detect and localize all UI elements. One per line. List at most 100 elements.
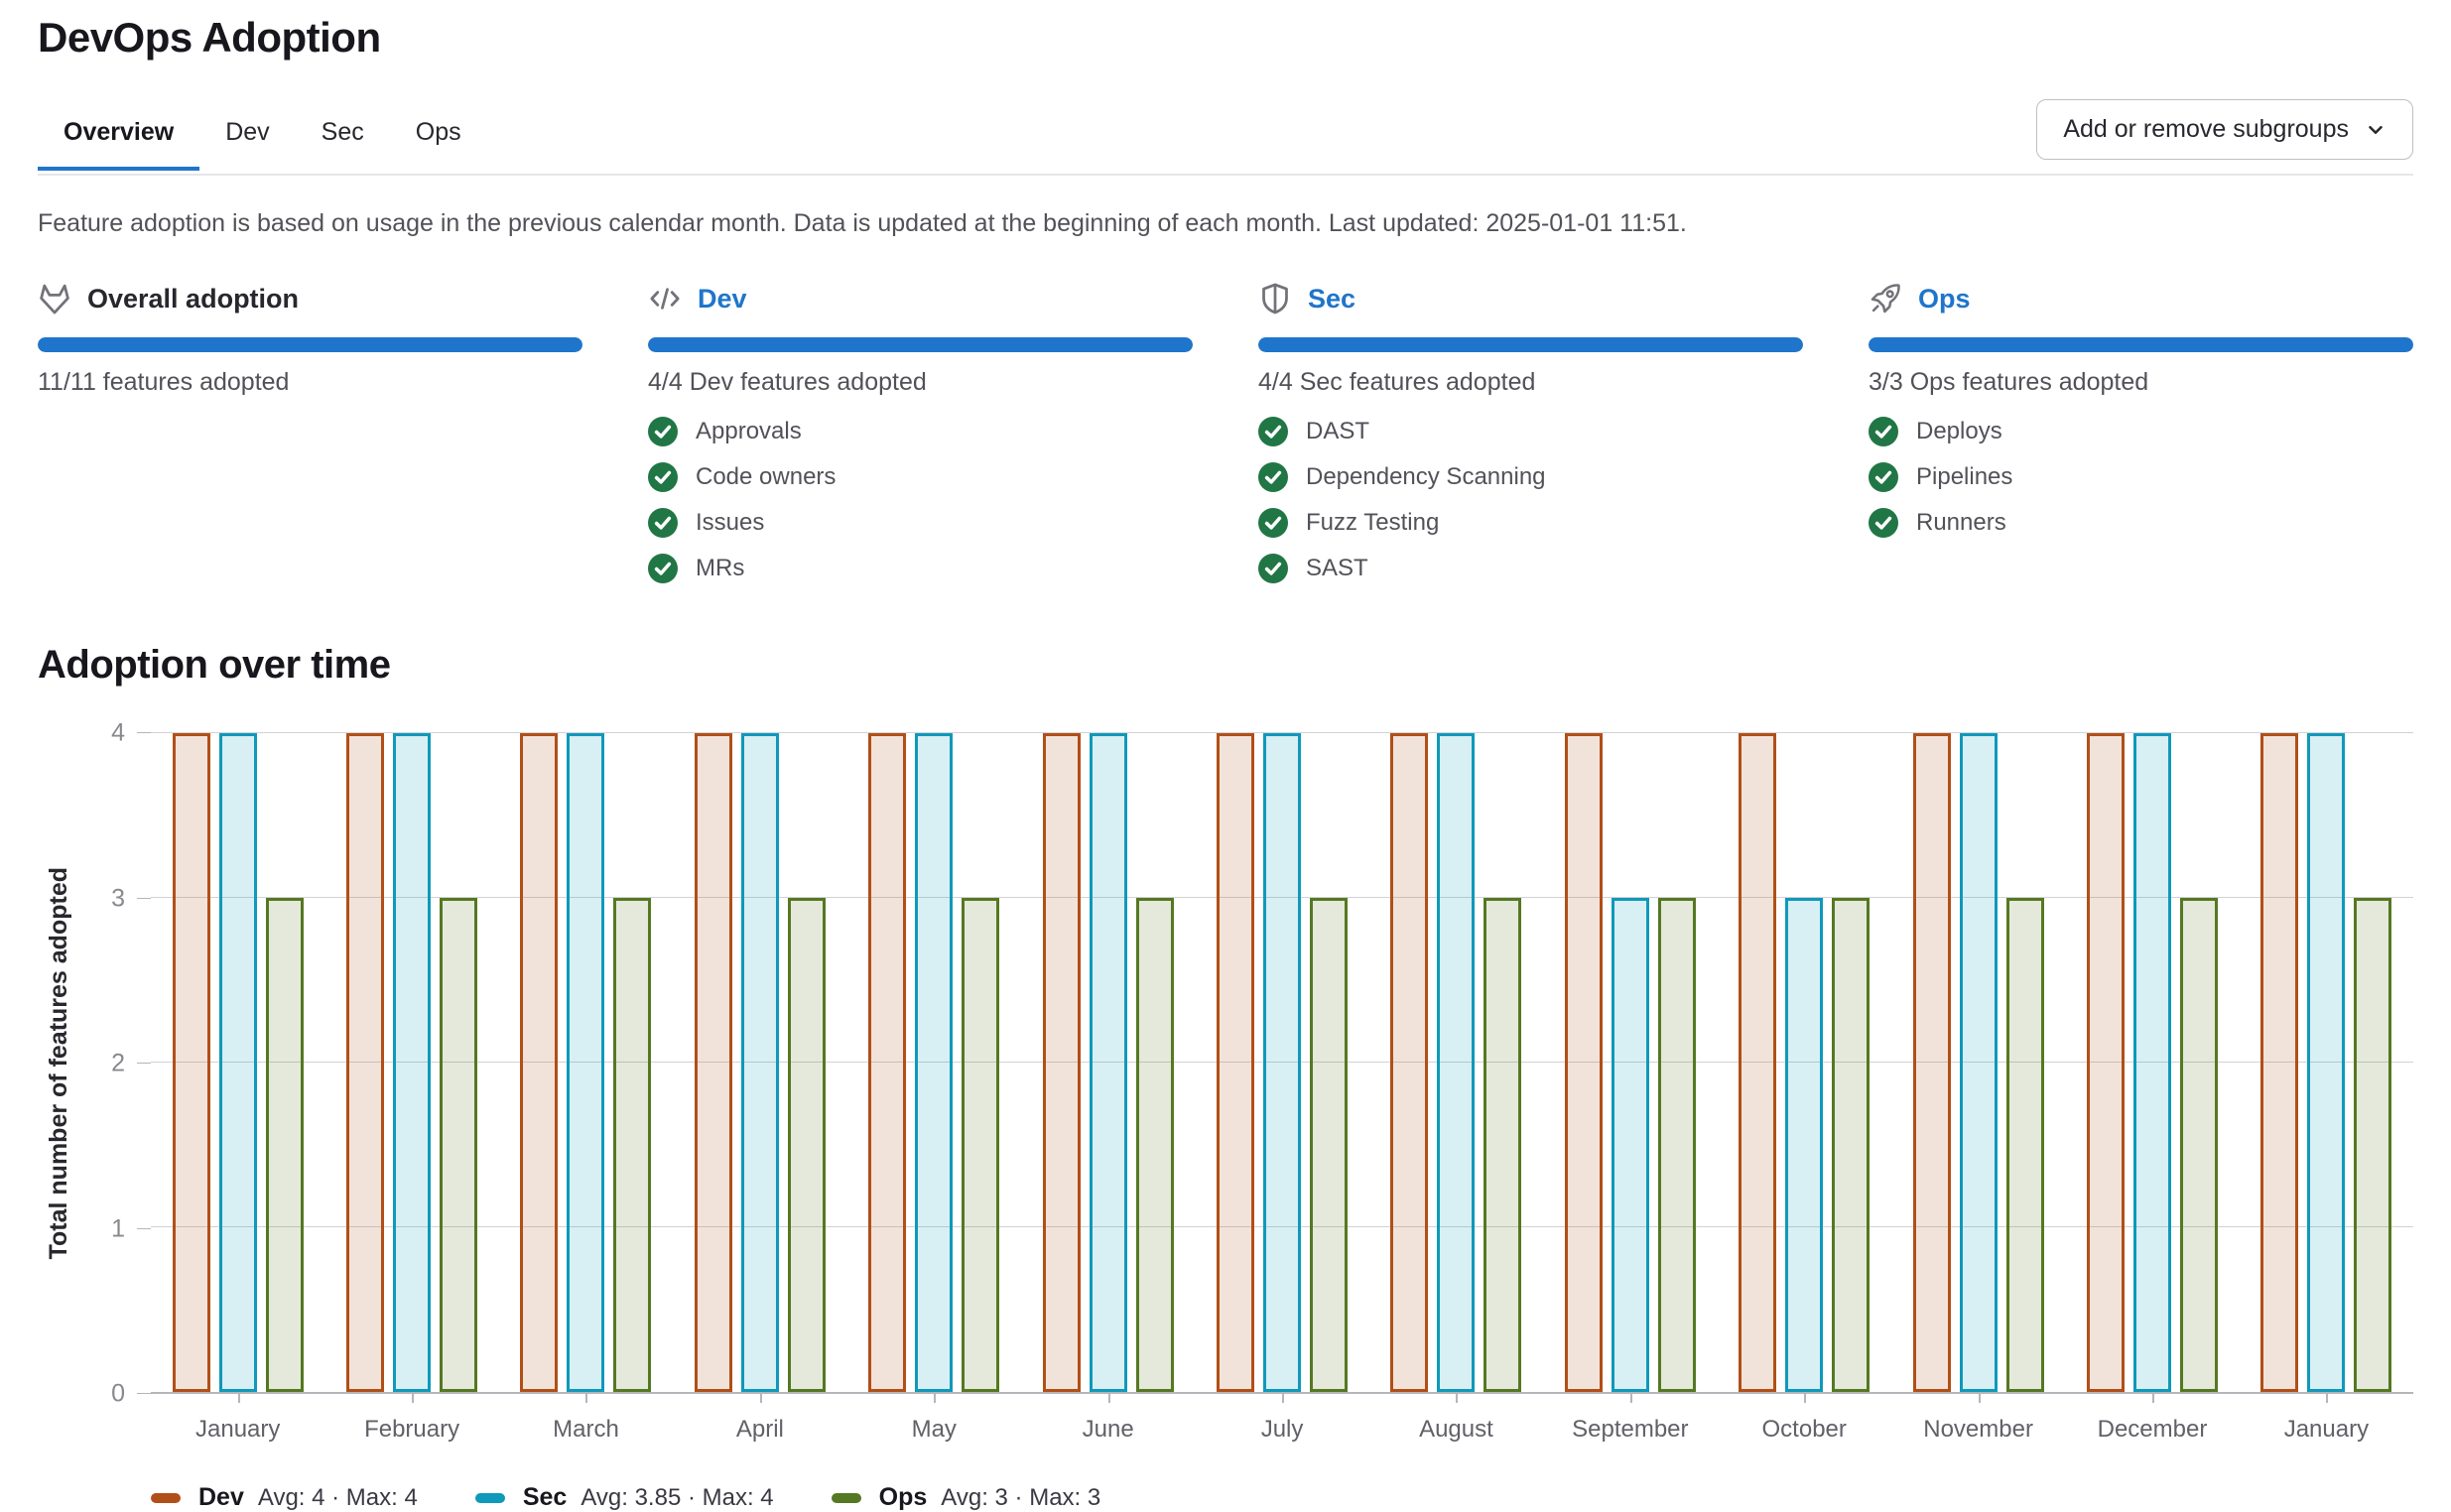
progress-bar-ops [1869, 337, 2413, 352]
y-tick-mark [137, 732, 151, 733]
gridline [151, 1062, 2413, 1063]
bar-sec-0 [218, 733, 257, 1392]
bar-group-september-8 [1543, 733, 1717, 1392]
y-axis-ticks: 0 1 2 3 4 [79, 719, 151, 1408]
month-label: March [553, 1416, 619, 1443]
y-tick-mark [137, 1393, 151, 1394]
x-tick-mark [934, 1394, 937, 1403]
card-title-dev-link[interactable]: Dev [698, 283, 747, 314]
card-title-ops-link[interactable]: Ops [1918, 283, 1971, 314]
x-tick-mark [412, 1394, 415, 1403]
feature-label: Dependency Scanning [1306, 463, 1546, 490]
bar-dev-4 [868, 733, 907, 1392]
card-summary-sec: 4/4 Sec features adopted [1258, 368, 1536, 396]
y-tick-label: 1 [111, 1214, 125, 1242]
bar-sec-4 [915, 733, 954, 1392]
x-axis-label-2: March [499, 1394, 673, 1444]
bar-sec-2 [567, 733, 605, 1392]
tab-overview[interactable]: Overview [38, 104, 200, 171]
tanuki-icon [38, 282, 71, 315]
bar-sec-12 [2307, 733, 2346, 1392]
bar-sec-10 [1959, 733, 1998, 1392]
feature-label: Issues [696, 509, 765, 536]
bar-ops-10 [2005, 898, 2044, 1392]
bar-group-december-11 [2065, 733, 2239, 1392]
tab-sec[interactable]: Sec [321, 118, 364, 146]
last-updated-description: Feature adoption is based on usage in th… [38, 209, 1687, 237]
x-axis-label-8: September [1543, 1394, 1717, 1444]
y-tick-label: 3 [111, 884, 125, 912]
y-tick-label: 0 [111, 1379, 125, 1408]
bar-group-june-5 [1021, 733, 1195, 1392]
y-axis-label: Total number of features adopted [44, 867, 72, 1260]
bar-sec-9 [1785, 898, 1824, 1392]
bar-dev-11 [2086, 733, 2125, 1392]
bar-group-august-7 [1369, 733, 1543, 1392]
feature-label: SAST [1306, 555, 1368, 581]
bar-ops-2 [613, 898, 652, 1392]
bar-dev-12 [2260, 733, 2299, 1392]
bar-sec-6 [1263, 733, 1302, 1392]
y-tick-mark [137, 897, 151, 899]
check-circle-icon [1869, 462, 1898, 492]
x-axis-label-7: August [1369, 1394, 1543, 1444]
month-label: February [364, 1416, 460, 1443]
progress-bar-overall [38, 337, 582, 352]
bar-group-october-9 [1718, 733, 1891, 1392]
bar-ops-5 [1135, 898, 1174, 1392]
card-summary-overall: 11/11 features adopted [38, 368, 290, 396]
add-remove-subgroups-button[interactable]: Add or remove subgroups [2036, 99, 2413, 160]
bar-group-march-2 [499, 733, 673, 1392]
bar-ops-8 [1657, 898, 1696, 1392]
month-label: April [735, 1416, 784, 1443]
bar-group-july-6 [1195, 733, 1368, 1392]
adoption-cards: Overall adoption 11/11 features adopted … [38, 282, 2413, 591]
code-icon [648, 282, 682, 315]
bar-ops-11 [2179, 898, 2218, 1392]
card-overall-adoption: Overall adoption 11/11 features adopted [38, 282, 582, 591]
gridline [151, 897, 2413, 898]
card-title-sec-link[interactable]: Sec [1308, 283, 1356, 314]
x-axis-label-3: April [673, 1394, 846, 1444]
x-tick-mark [1107, 1394, 1110, 1403]
y-tick-label: 4 [111, 718, 125, 747]
chart-section-title: Adoption over time [38, 643, 391, 687]
chart-plot [151, 732, 2413, 1394]
feature-item: Fuzz Testing [1258, 500, 1803, 546]
x-axis-label-0: January [151, 1394, 324, 1444]
feature-item: Dependency Scanning [1258, 454, 1803, 500]
adoption-over-time-chart: Total number of features adopted 0 1 2 3 4 J… [38, 719, 2413, 1512]
x-axis-label-10: November [1891, 1394, 2065, 1444]
bar-group-november-10 [1891, 733, 2065, 1392]
month-label: January [195, 1416, 281, 1443]
x-tick-mark [1282, 1394, 1285, 1403]
x-axis-label-5: June [1021, 1394, 1195, 1444]
x-tick-mark [2326, 1394, 2329, 1403]
feature-label: Pipelines [1916, 463, 2013, 490]
bar-ops-6 [1310, 898, 1349, 1392]
tab-dev[interactable]: Dev [225, 118, 270, 146]
check-circle-icon [1258, 417, 1288, 446]
y-tick-mark [137, 1227, 151, 1229]
feature-item: Issues [648, 500, 1193, 546]
shield-icon [1258, 282, 1292, 315]
feature-label: DAST [1306, 418, 1370, 444]
feature-list-sec: DAST Dependency Scanning Fuzz Testing SAST [1258, 409, 1803, 591]
card-ops: Ops 3/3 Ops features adopted Deploys Pipe… [1869, 282, 2413, 591]
feature-item: Code owners [648, 454, 1193, 500]
x-tick-mark [759, 1394, 762, 1403]
bar-dev-10 [1912, 733, 1951, 1392]
feature-label: Runners [1916, 509, 2006, 536]
feature-item: Approvals [648, 409, 1193, 454]
feature-item: Runners [1869, 500, 2413, 546]
x-tick-mark [1978, 1394, 1981, 1403]
x-axis-label-4: May [847, 1394, 1021, 1444]
bar-sec-3 [740, 733, 779, 1392]
rocket-icon [1869, 282, 1902, 315]
progress-bar-sec [1258, 337, 1803, 352]
feature-label: MRs [696, 555, 745, 581]
page-title: DevOps Adoption [38, 14, 381, 61]
tab-ops[interactable]: Ops [415, 118, 461, 146]
bar-dev-1 [346, 733, 385, 1392]
bar-group-february-1 [324, 733, 498, 1392]
